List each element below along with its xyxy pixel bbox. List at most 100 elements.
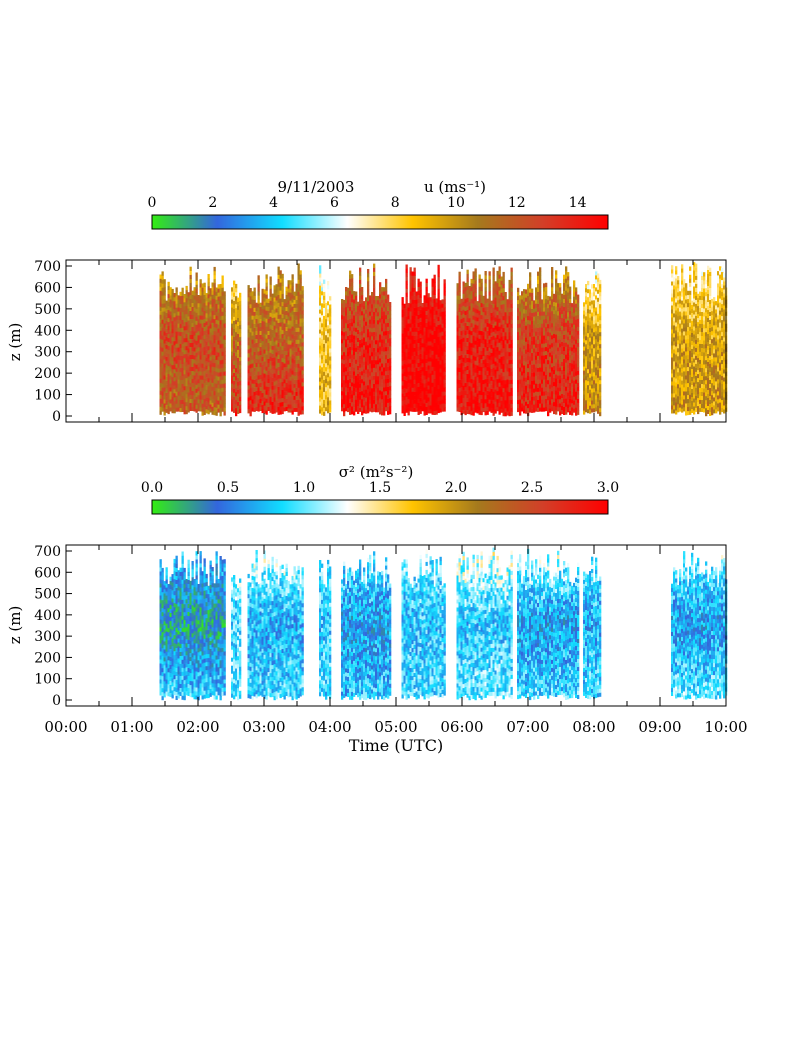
- heatmap-cell: [269, 352, 272, 357]
- heatmap-cell: [484, 383, 487, 388]
- heatmap-cell: [213, 330, 216, 336]
- heatmap-cell: [502, 383, 505, 389]
- heatmap-cell: [283, 339, 286, 344]
- heatmap-cell: [488, 395, 491, 400]
- heatmap-cell: [369, 339, 372, 344]
- heatmap-cell: [341, 335, 344, 340]
- heatmap-cell: [433, 322, 436, 327]
- heatmap-cell: [275, 288, 278, 293]
- heatmap-cell: [187, 352, 190, 357]
- heatmap-cell: [261, 384, 264, 390]
- heatmap-cell: [201, 391, 204, 396]
- heatmap-cell: [488, 307, 491, 312]
- heatmap-cell: [277, 306, 280, 311]
- heatmap-cell: [301, 334, 304, 339]
- heatmap-cell: [519, 351, 522, 356]
- heatmap-cell: [183, 370, 186, 375]
- heatmap-cell: [462, 289, 465, 294]
- heatmap-cell: [367, 305, 370, 310]
- heatmap-cell: [357, 401, 360, 406]
- heatmap-cell: [405, 316, 408, 321]
- heatmap-cell: [329, 312, 332, 317]
- heatmap-cell: [439, 408, 442, 413]
- heatmap-cell: [263, 405, 266, 410]
- heatmap-cell: [347, 331, 350, 337]
- heatmap-cell: [371, 336, 374, 341]
- heatmap-cell: [299, 294, 302, 299]
- heatmap-cell: [209, 288, 212, 293]
- heatmap-cell: [377, 308, 380, 313]
- heatmap-cell: [431, 326, 434, 331]
- heatmap-cell: [419, 289, 422, 294]
- heatmap-cell: [235, 355, 238, 361]
- heatmap-cell: [443, 327, 446, 332]
- heatmap-cell: [387, 330, 390, 335]
- heatmap-cell: [301, 302, 304, 307]
- heatmap-cell: [506, 379, 509, 384]
- heatmap-cell: [401, 349, 404, 354]
- heatmap-cell: [233, 308, 236, 313]
- heatmap-cell: [217, 348, 220, 353]
- heatmap-cell: [529, 280, 532, 285]
- heatmap-cell: [529, 312, 532, 317]
- heatmap-cell: [165, 372, 168, 377]
- heatmap-cell: [521, 323, 524, 328]
- heatmap-cell: [191, 290, 194, 295]
- heatmap-cell: [299, 398, 302, 403]
- heatmap-cell: [279, 322, 282, 327]
- heatmap-cell: [221, 383, 224, 388]
- heatmap-cell: [159, 382, 162, 387]
- heatmap-cell: [441, 363, 444, 368]
- heatmap-cell: [472, 291, 475, 296]
- heatmap-cell: [480, 314, 483, 320]
- heatmap-cell: [405, 336, 408, 341]
- heatmap-cell: [359, 351, 362, 356]
- heatmap-cell: [369, 399, 372, 404]
- heatmap-cell: [496, 398, 499, 404]
- heatmap-cell: [496, 402, 499, 408]
- heatmap-segment: [159, 266, 226, 417]
- heatmap-cell: [345, 399, 348, 404]
- heatmap-cell: [327, 405, 330, 410]
- heatmap-cell: [431, 306, 434, 311]
- heatmap-cell: [421, 343, 424, 348]
- heatmap-cell: [211, 314, 214, 319]
- heatmap-cell: [403, 327, 406, 332]
- heatmap-cell: [203, 310, 206, 315]
- heatmap-cell: [247, 325, 250, 330]
- heatmap-cell: [476, 381, 479, 386]
- heatmap-cell: [273, 341, 276, 346]
- heatmap-cell: [169, 363, 172, 368]
- heatmap-cell: [413, 295, 416, 300]
- heatmap-cell: [359, 363, 362, 368]
- heatmap-cell: [409, 299, 412, 304]
- heatmap-cell: [329, 384, 332, 389]
- heatmap-cell: [492, 391, 495, 396]
- heatmap-cell: [359, 271, 362, 276]
- heatmap-cell: [273, 301, 276, 306]
- heatmap-cell: [179, 387, 182, 393]
- heatmap-cell: [161, 387, 164, 392]
- heatmap-cell: [179, 335, 182, 341]
- heatmap-cell: [508, 339, 511, 345]
- heatmap-cell: [199, 367, 202, 372]
- heatmap-cell: [389, 374, 392, 379]
- heatmap-cell: [419, 397, 422, 402]
- heatmap-cell: [496, 370, 499, 376]
- heatmap-cell: [205, 305, 208, 310]
- heatmap-cell: [299, 346, 302, 351]
- heatmap-cell: [500, 344, 503, 349]
- heatmap-cell: [433, 410, 436, 415]
- heatmap-cell: [480, 302, 483, 308]
- heatmap-cell: [239, 292, 242, 298]
- heatmap-cell: [355, 367, 358, 372]
- heatmap-cell: [486, 382, 489, 387]
- heatmap-cell: [163, 403, 166, 408]
- heatmap-cell: [219, 404, 222, 409]
- heatmap-cell: [175, 323, 178, 328]
- heatmap-cell: [383, 395, 386, 400]
- heatmap-cell: [527, 359, 530, 365]
- heatmap-cell: [502, 271, 505, 277]
- heatmap-cell: [197, 355, 200, 360]
- heatmap-cell: [387, 346, 390, 351]
